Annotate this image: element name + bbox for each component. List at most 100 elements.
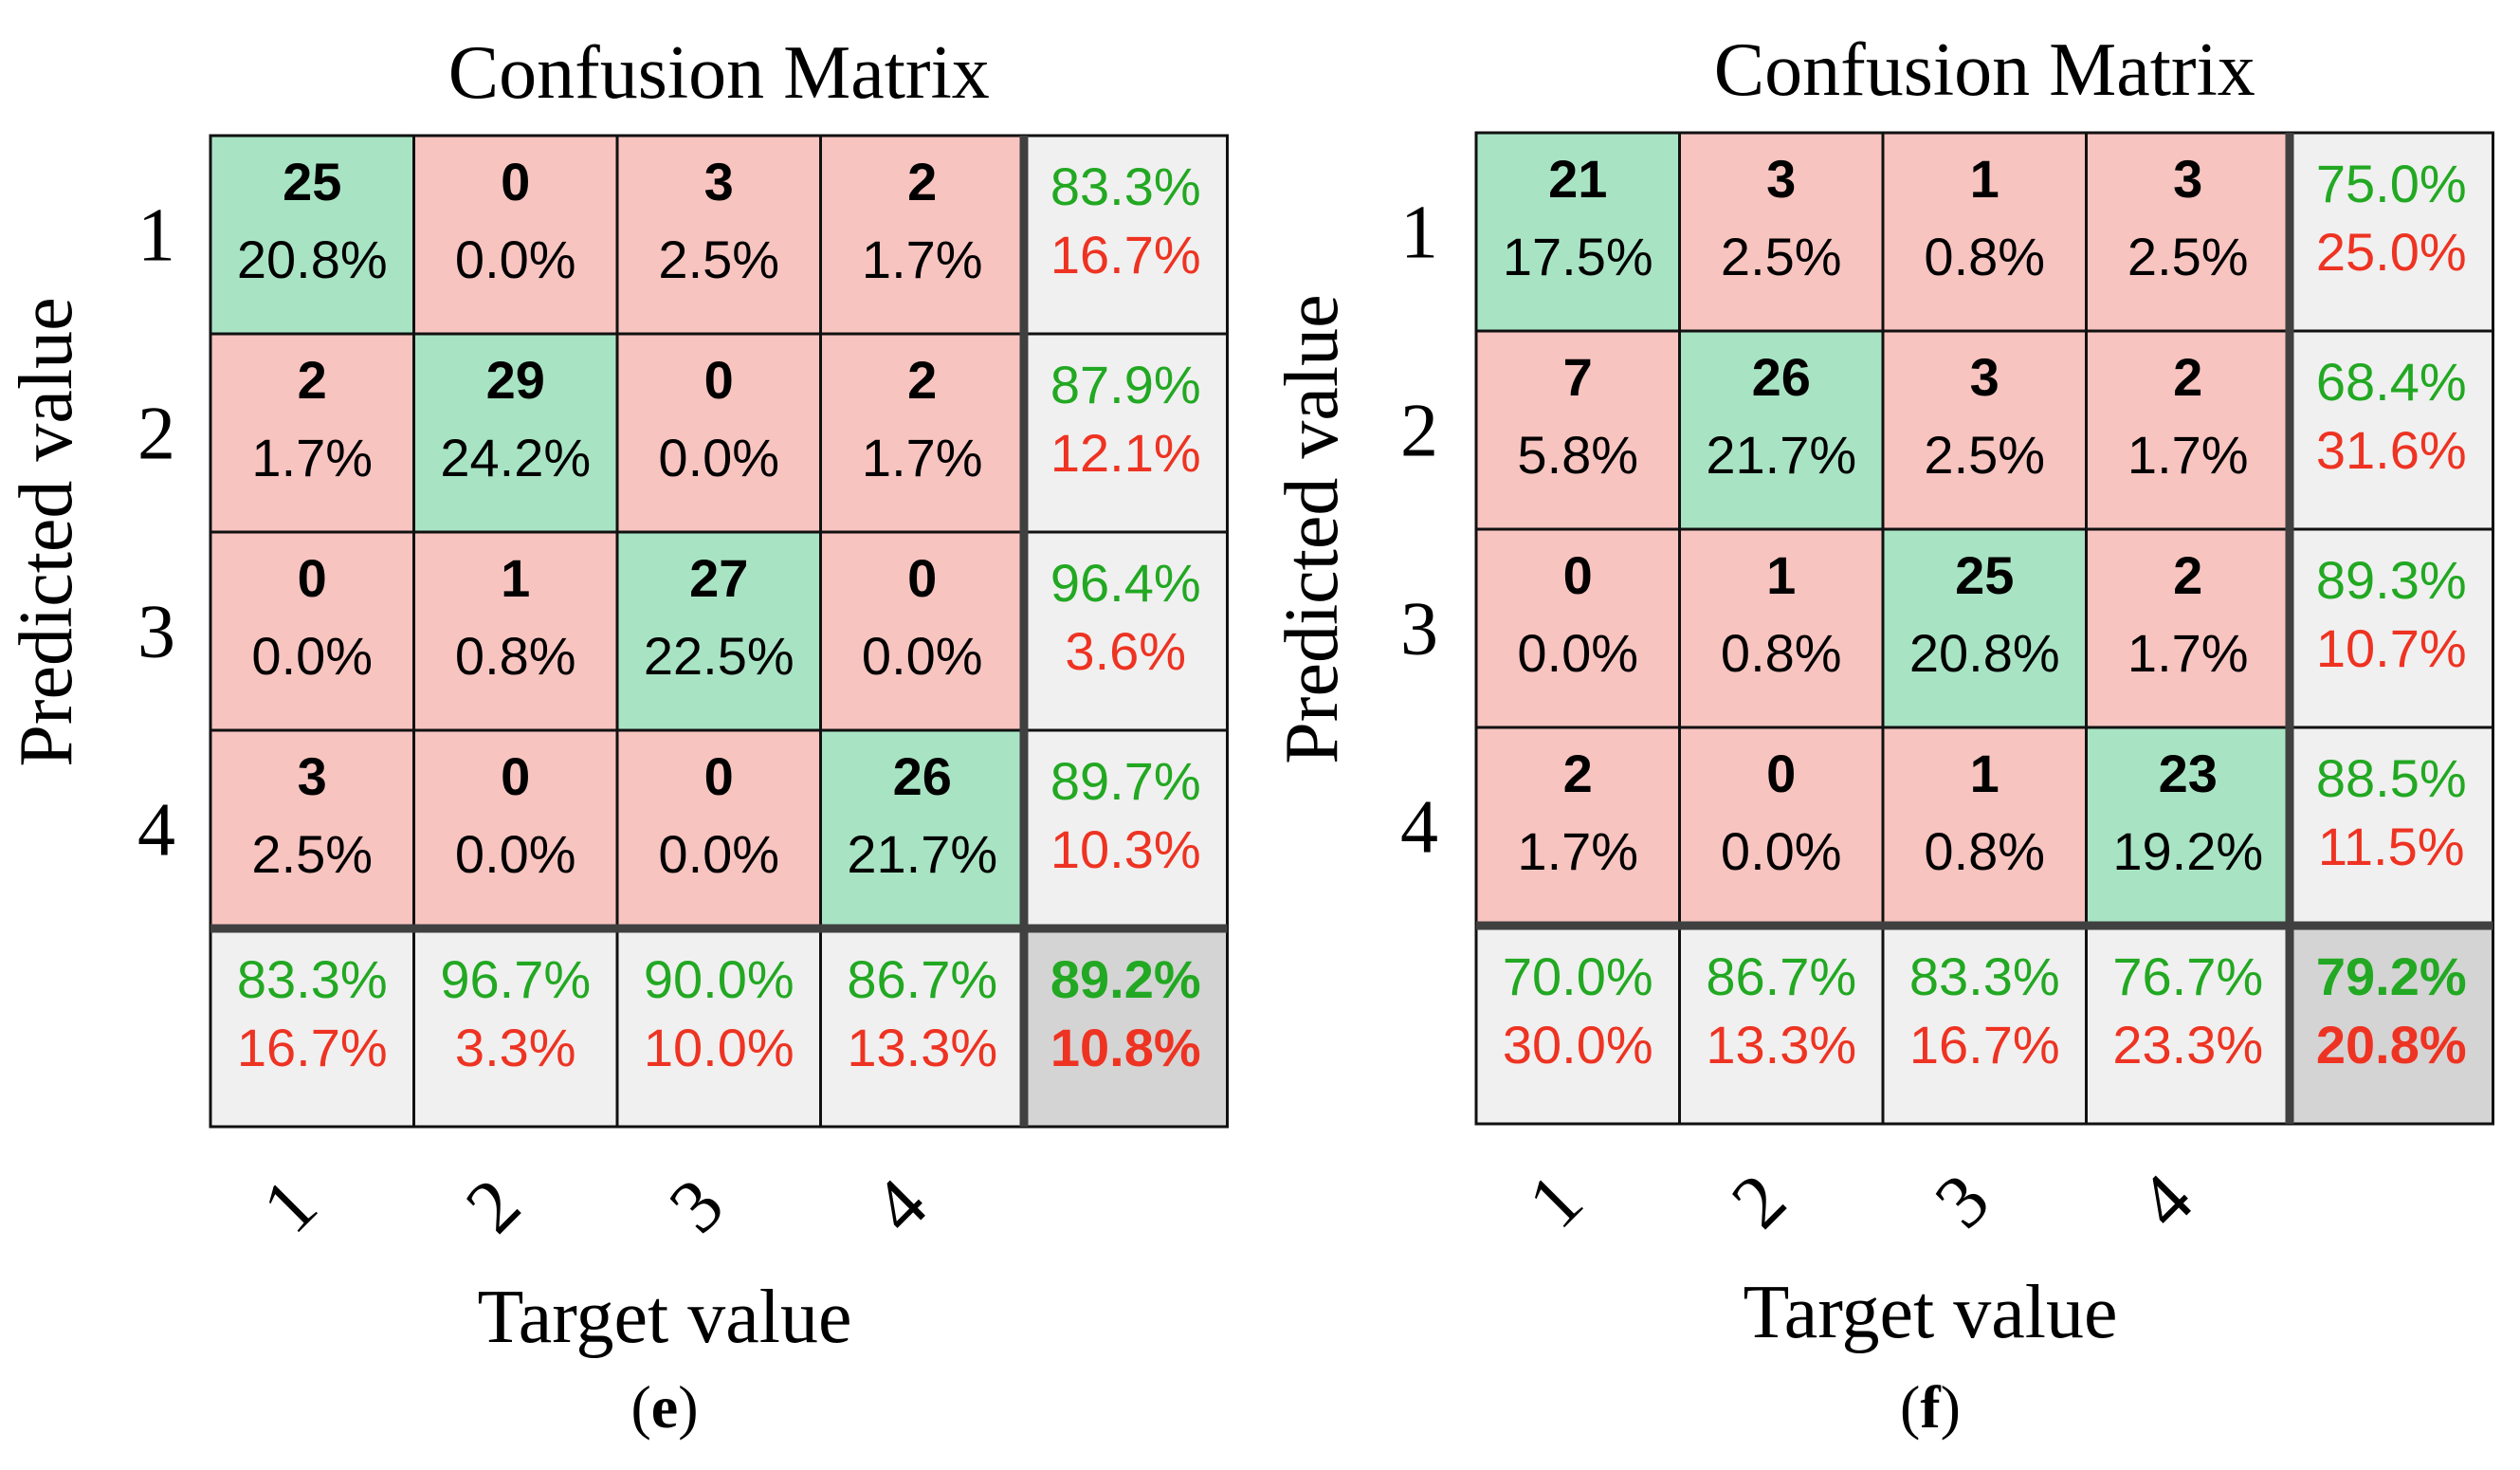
cell-count-label: 0 xyxy=(298,548,327,608)
row-precision-label: 83.3% xyxy=(1050,156,1201,216)
cell-percent-label: 1.7% xyxy=(2127,623,2249,683)
column-recall-label: 83.3% xyxy=(237,949,388,1009)
cell-count-label: 2 xyxy=(2173,347,2202,407)
cell-count-label: 29 xyxy=(486,350,545,410)
row-error-label: 10.7% xyxy=(2316,618,2467,678)
cell-count-label: 3 xyxy=(1766,149,1796,209)
off-diagonal-cell xyxy=(1881,329,2088,531)
cell-count-label: 0 xyxy=(501,746,530,806)
x-axis-label: Target value xyxy=(478,1276,852,1359)
column-recall-label: 86.7% xyxy=(1706,946,1856,1006)
panel-label: (e) xyxy=(630,1373,698,1441)
x-tick-label: 3 xyxy=(654,1163,740,1249)
cell-count-label: 26 xyxy=(1752,347,1811,407)
row-error-label: 10.3% xyxy=(1050,819,1201,879)
overall-error-label: 10.8% xyxy=(1050,1018,1201,1077)
cell-percent-label: 1.7% xyxy=(862,428,983,487)
row-error-label: 25.0% xyxy=(2316,222,2467,282)
row-precision-label: 89.3% xyxy=(2316,550,2467,610)
column-recall-label: 83.3% xyxy=(1909,946,2060,1006)
cell-percent-label: 0.0% xyxy=(1721,821,1842,881)
column-summary-cell xyxy=(1881,924,2088,1126)
off-diagonal-cell xyxy=(412,530,619,732)
cell-percent-label: 2.5% xyxy=(2127,227,2249,286)
cell-percent-label: 0.8% xyxy=(1924,821,2045,881)
cell-percent-label: 0.0% xyxy=(658,428,779,487)
column-error-label: 3.3% xyxy=(455,1018,576,1077)
cell-percent-label: 0.0% xyxy=(455,230,576,289)
x-tick-label: 1 xyxy=(247,1163,334,1249)
column-recall-label: 90.0% xyxy=(644,949,794,1009)
cell-count-label: 1 xyxy=(501,548,530,608)
row-error-label: 11.5% xyxy=(2318,817,2465,876)
x-tick-label: 4 xyxy=(2123,1158,2209,1244)
cell-percent-label: 20.8% xyxy=(1909,623,2060,683)
cell-percent-label: 20.8% xyxy=(237,230,388,289)
cell-count-label: 3 xyxy=(704,152,734,211)
row-error-label: 16.7% xyxy=(1050,225,1201,285)
y-axis-label: Predicted value xyxy=(5,297,88,766)
cell-percent-label: 19.2% xyxy=(2112,821,2263,881)
cell-percent-label: 1.7% xyxy=(2127,425,2249,485)
cell-count-label: 0 xyxy=(1563,545,1593,605)
cell-count-label: 25 xyxy=(1955,545,2014,605)
y-tick-label: 1 xyxy=(1400,192,1438,275)
diagonal-cell xyxy=(209,134,415,336)
x-tick-label: 2 xyxy=(450,1163,537,1249)
cell-count-label: 3 xyxy=(298,746,327,806)
column-summary-cell xyxy=(209,927,415,1129)
y-tick-label: 2 xyxy=(1400,390,1438,473)
column-summary-cell xyxy=(615,927,822,1129)
row-precision-label: 96.4% xyxy=(1050,553,1201,613)
column-error-label: 16.7% xyxy=(237,1018,388,1077)
diagonal-cell xyxy=(819,728,1026,930)
row-precision-label: 75.0% xyxy=(2316,154,2467,213)
cell-percent-label: 2.5% xyxy=(1924,425,2045,485)
cell-percent-label: 0.0% xyxy=(455,824,576,884)
diagonal-cell xyxy=(1474,131,1681,333)
cell-percent-label: 0.8% xyxy=(1721,623,1842,683)
row-precision-label: 89.7% xyxy=(1050,751,1201,811)
cell-count-label: 0 xyxy=(704,350,734,410)
column-recall-label: 86.7% xyxy=(847,949,997,1009)
cell-percent-label: 1.7% xyxy=(862,230,983,289)
confusion-matrix-panel-2: 2117.5%32.5%10.8%32.5%75.8%2621.7%32.5%2… xyxy=(1270,28,2494,1441)
row-error-label: 3.6% xyxy=(1065,621,1186,681)
panel-label: (f) xyxy=(1900,1373,1961,1441)
off-diagonal-cell xyxy=(209,332,415,534)
row-precision-label: 68.4% xyxy=(2316,352,2467,412)
chart-title: Confusion Matrix xyxy=(448,31,990,115)
cell-percent-label: 1.7% xyxy=(251,428,373,487)
row-precision-label: 88.5% xyxy=(2316,748,2467,808)
column-error-label: 30.0% xyxy=(1503,1015,1653,1075)
x-tick-label: 3 xyxy=(1920,1158,2006,1244)
y-tick-label: 3 xyxy=(1400,588,1438,671)
y-axis-label: Predicted value xyxy=(1270,294,1354,763)
off-diagonal-cell xyxy=(615,332,822,534)
cell-count-label: 27 xyxy=(689,548,748,608)
y-tick-label: 4 xyxy=(137,789,175,873)
cell-percent-label: 24.2% xyxy=(440,428,591,487)
column-error-label: 10.0% xyxy=(644,1018,794,1077)
cell-count-label: 26 xyxy=(893,746,952,806)
row-summary-cell xyxy=(1022,332,1229,534)
cell-percent-label: 0.0% xyxy=(658,824,779,884)
cell-count-label: 2 xyxy=(2173,545,2202,605)
column-error-label: 13.3% xyxy=(1706,1015,1856,1075)
off-diagonal-cell xyxy=(1474,527,1681,729)
off-diagonal-cell xyxy=(819,530,1026,732)
cell-count-label: 21 xyxy=(1548,149,1607,209)
cell-percent-label: 2.5% xyxy=(1721,227,1842,286)
column-error-label: 13.3% xyxy=(847,1018,997,1077)
cell-count-label: 3 xyxy=(2173,149,2202,209)
cell-count-label: 0 xyxy=(1766,744,1796,803)
row-summary-cell xyxy=(2288,329,2494,531)
column-recall-label: 70.0% xyxy=(1503,946,1653,1006)
overall-accuracy-cell xyxy=(1022,927,1229,1129)
cell-count-label: 7 xyxy=(1563,347,1593,407)
row-error-label: 31.6% xyxy=(2316,420,2467,480)
cell-percent-label: 0.0% xyxy=(862,626,983,686)
cell-percent-label: 0.0% xyxy=(1517,623,1638,683)
y-tick-label: 4 xyxy=(1400,786,1438,870)
